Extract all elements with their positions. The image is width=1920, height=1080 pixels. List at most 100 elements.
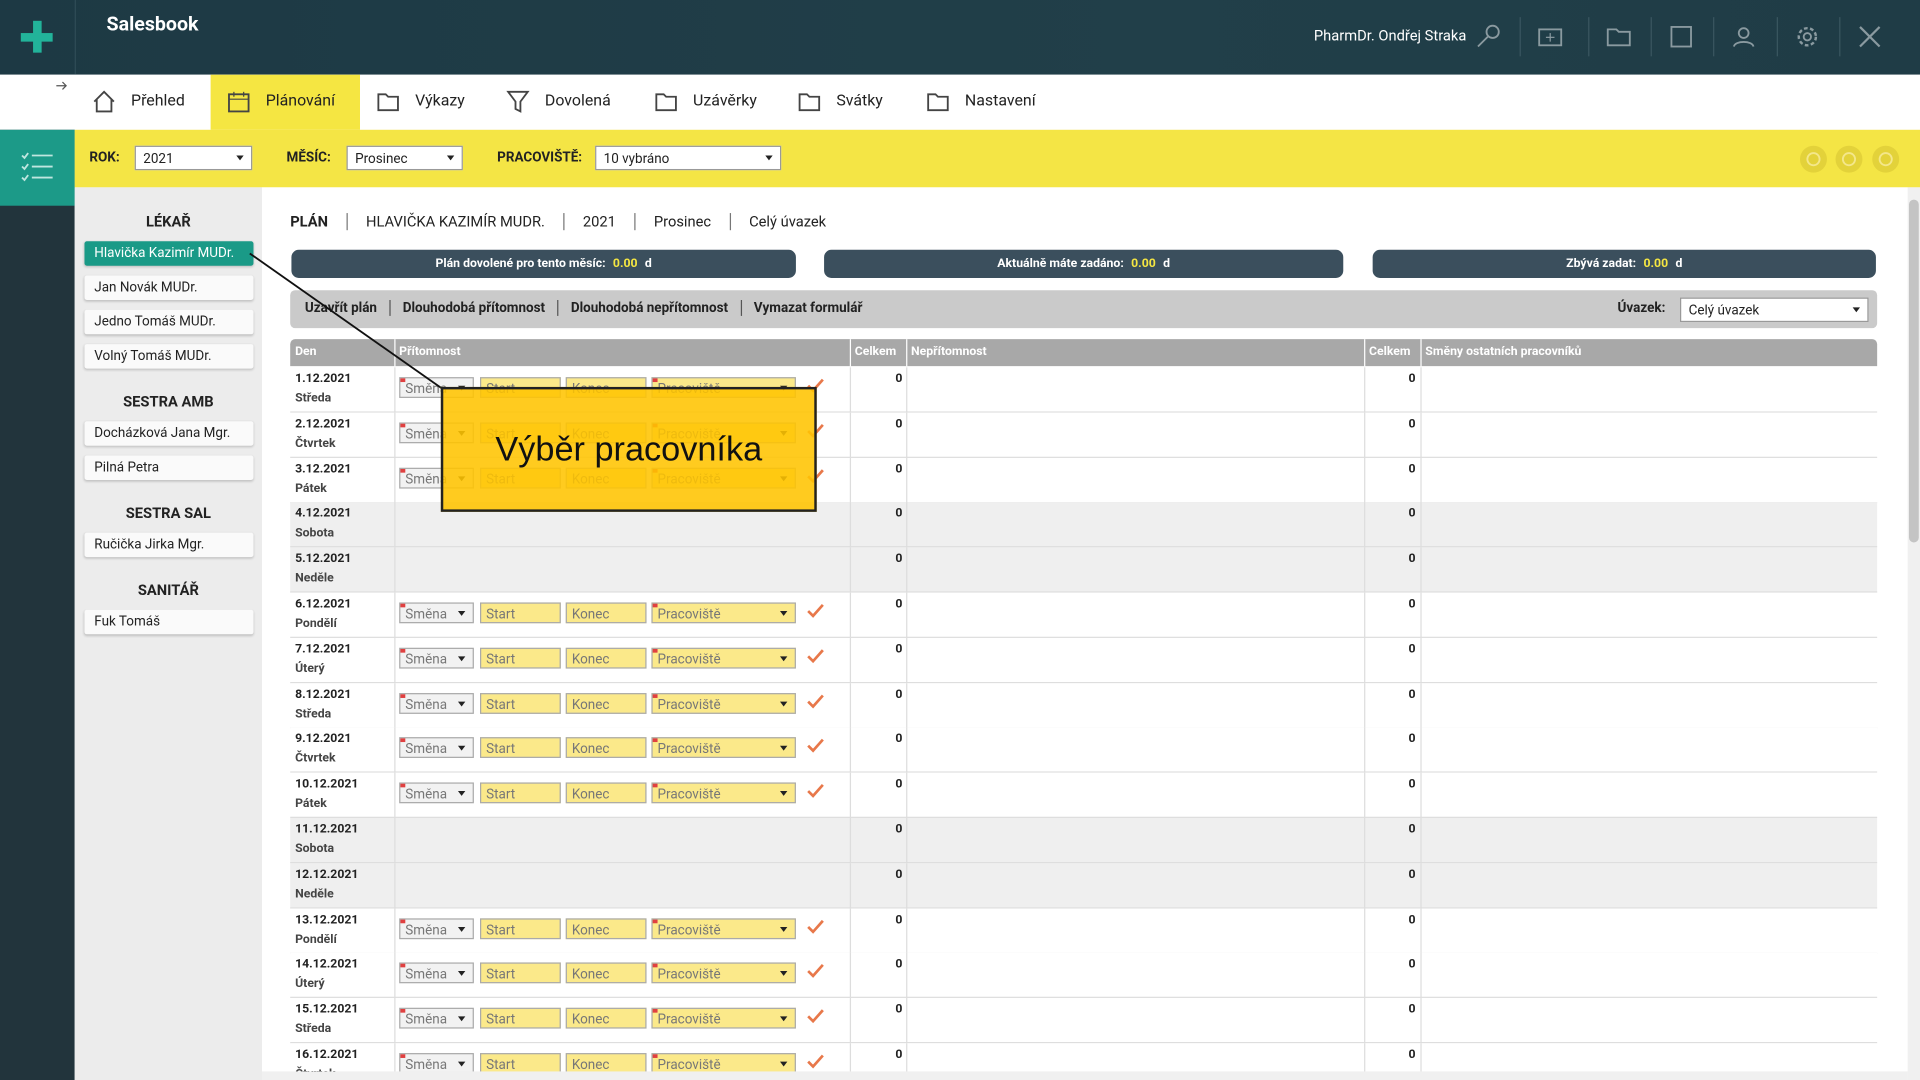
filter-select[interactable]: 10 vybráno <box>595 145 782 171</box>
person-button[interactable]: Jedno Tomáš MUDr. <box>84 309 254 335</box>
select-input[interactable]: Směna <box>399 917 474 939</box>
nav-tab[interactable]: Nastavení <box>964 91 1036 111</box>
filter-action[interactable] <box>1835 145 1863 173</box>
tab-icon[interactable] <box>228 91 250 113</box>
tab-icon[interactable] <box>798 91 821 113</box>
time-input[interactable]: Konec <box>565 1007 647 1029</box>
workload-label: Úvazek: <box>1617 300 1666 316</box>
required-marker <box>400 378 406 383</box>
select-input[interactable]: Pracoviště <box>651 1007 796 1029</box>
time-input[interactable]: Konec <box>565 917 647 939</box>
select-arrow <box>780 611 788 616</box>
action-link[interactable]: Vymazat formulář <box>740 300 874 316</box>
tab-icon[interactable] <box>506 90 530 113</box>
toolbar-icon[interactable] <box>1731 24 1755 48</box>
required-marker <box>652 919 658 923</box>
nav-tab[interactable]: Přehled <box>131 91 185 111</box>
person-button[interactable]: Fuk Tomáš <box>84 609 254 635</box>
select-input[interactable]: Pracoviště <box>651 647 796 669</box>
action-link[interactable]: Dlouhodobá přítomnost <box>389 300 557 316</box>
time-input[interactable]: Start <box>480 602 561 624</box>
person-button[interactable]: Volný Tomáš MUDr. <box>84 344 254 369</box>
confirm-check[interactable] <box>807 1054 824 1069</box>
time-input[interactable]: Konec <box>565 692 647 714</box>
list-icon[interactable] <box>21 152 54 182</box>
cell-divider <box>906 727 908 774</box>
time-input[interactable]: Konec <box>565 962 647 984</box>
filter-select[interactable]: Prosinec <box>346 145 463 171</box>
tab-icon[interactable] <box>927 91 949 113</box>
toolbar-icon[interactable] <box>1858 24 1882 48</box>
person-button[interactable]: Docházková Jana Mgr. <box>84 421 254 446</box>
tab-icon[interactable] <box>655 91 677 113</box>
confirm-check[interactable] <box>807 694 824 709</box>
time-input[interactable]: Start <box>480 917 561 939</box>
select-input[interactable]: Směna <box>399 692 474 714</box>
nav-tab[interactable]: Plánování <box>265 91 336 111</box>
time-input[interactable]: Start <box>480 1053 561 1074</box>
filter-action[interactable] <box>1872 145 1900 173</box>
required-marker <box>400 423 406 428</box>
confirm-check[interactable] <box>807 919 824 934</box>
time-input[interactable]: Start <box>480 1007 561 1029</box>
confirm-check[interactable] <box>807 604 824 619</box>
time-input[interactable]: Start <box>480 647 561 669</box>
select-input[interactable]: Pracoviště <box>651 962 796 984</box>
toolbar-icon[interactable] <box>1538 24 1563 48</box>
toolbar-icon[interactable] <box>1606 24 1631 48</box>
nav-tab[interactable]: Svátky <box>836 91 883 111</box>
cell-divider <box>1364 727 1366 774</box>
select-input[interactable]: Pracoviště <box>651 602 796 624</box>
time-input[interactable]: Konec <box>565 602 647 624</box>
nav-tab[interactable]: Dovolená <box>544 91 611 111</box>
confirm-check[interactable] <box>807 1009 824 1024</box>
person-button[interactable]: Ručička Jirka Mgr. <box>84 532 254 558</box>
cell-divider <box>906 1043 908 1080</box>
absence-total: 0 <box>1408 867 1416 882</box>
select-input[interactable]: Směna <box>399 647 474 669</box>
action-link[interactable]: Dlouhodobá nepřítomnost <box>557 300 740 316</box>
person-button[interactable]: Pilná Petra <box>84 455 254 481</box>
select-input[interactable]: Pracoviště <box>651 917 796 939</box>
time-input[interactable]: Start <box>480 782 561 804</box>
select-input[interactable]: Směna <box>399 962 474 984</box>
time-input[interactable]: Konec <box>565 647 647 669</box>
person-button[interactable]: Hlavička Kazimír MUDr. <box>84 241 254 266</box>
cell-divider <box>906 953 908 999</box>
select-input[interactable]: Směna <box>399 1007 474 1029</box>
person-button[interactable]: Jan Novák MUDr. <box>84 275 254 301</box>
workload-select[interactable]: Celý úvazek <box>1680 297 1869 323</box>
select-input[interactable]: Směna <box>399 737 474 759</box>
confirm-check[interactable] <box>807 649 824 664</box>
table-row <box>290 908 1878 954</box>
filter-action[interactable] <box>1800 145 1827 173</box>
confirm-check[interactable] <box>807 784 824 799</box>
confirm-check[interactable] <box>807 739 824 754</box>
row-date: 3.12.2021 <box>295 462 352 476</box>
callout-pointer <box>249 252 444 391</box>
time-input[interactable]: Konec <box>565 782 647 804</box>
confirm-check[interactable] <box>807 964 824 979</box>
action-link[interactable]: Uzavřít plán <box>304 300 377 316</box>
select-input[interactable]: Pracoviště <box>651 782 796 804</box>
presence-total: 0 <box>895 372 903 386</box>
tab-icon[interactable] <box>377 91 399 113</box>
select-input[interactable]: Směna <box>399 602 474 624</box>
time-input[interactable]: Start <box>480 692 561 714</box>
tab-icon[interactable] <box>93 90 115 113</box>
collapse-arrow[interactable] <box>56 81 68 91</box>
toolbar-icon[interactable] <box>1669 24 1693 48</box>
select-input[interactable]: Pracoviště <box>651 692 796 714</box>
toolbar-icon[interactable] <box>1795 24 1819 48</box>
time-input[interactable]: Start <box>480 737 561 759</box>
toolbar-icon[interactable] <box>1476 24 1500 48</box>
time-input[interactable]: Konec <box>565 737 647 759</box>
presence-total: 0 <box>895 822 903 837</box>
nav-tab[interactable]: Výkazy <box>415 91 465 111</box>
select-input[interactable]: Směna <box>399 782 474 804</box>
select-input[interactable]: Pracoviště <box>651 737 796 759</box>
time-input[interactable]: Start <box>480 962 561 984</box>
user-name[interactable]: PharmDr. Ondřej Straka <box>1313 26 1467 45</box>
nav-tab[interactable]: Uzávěrky <box>693 91 757 111</box>
filter-select[interactable]: 2021 <box>134 145 253 171</box>
